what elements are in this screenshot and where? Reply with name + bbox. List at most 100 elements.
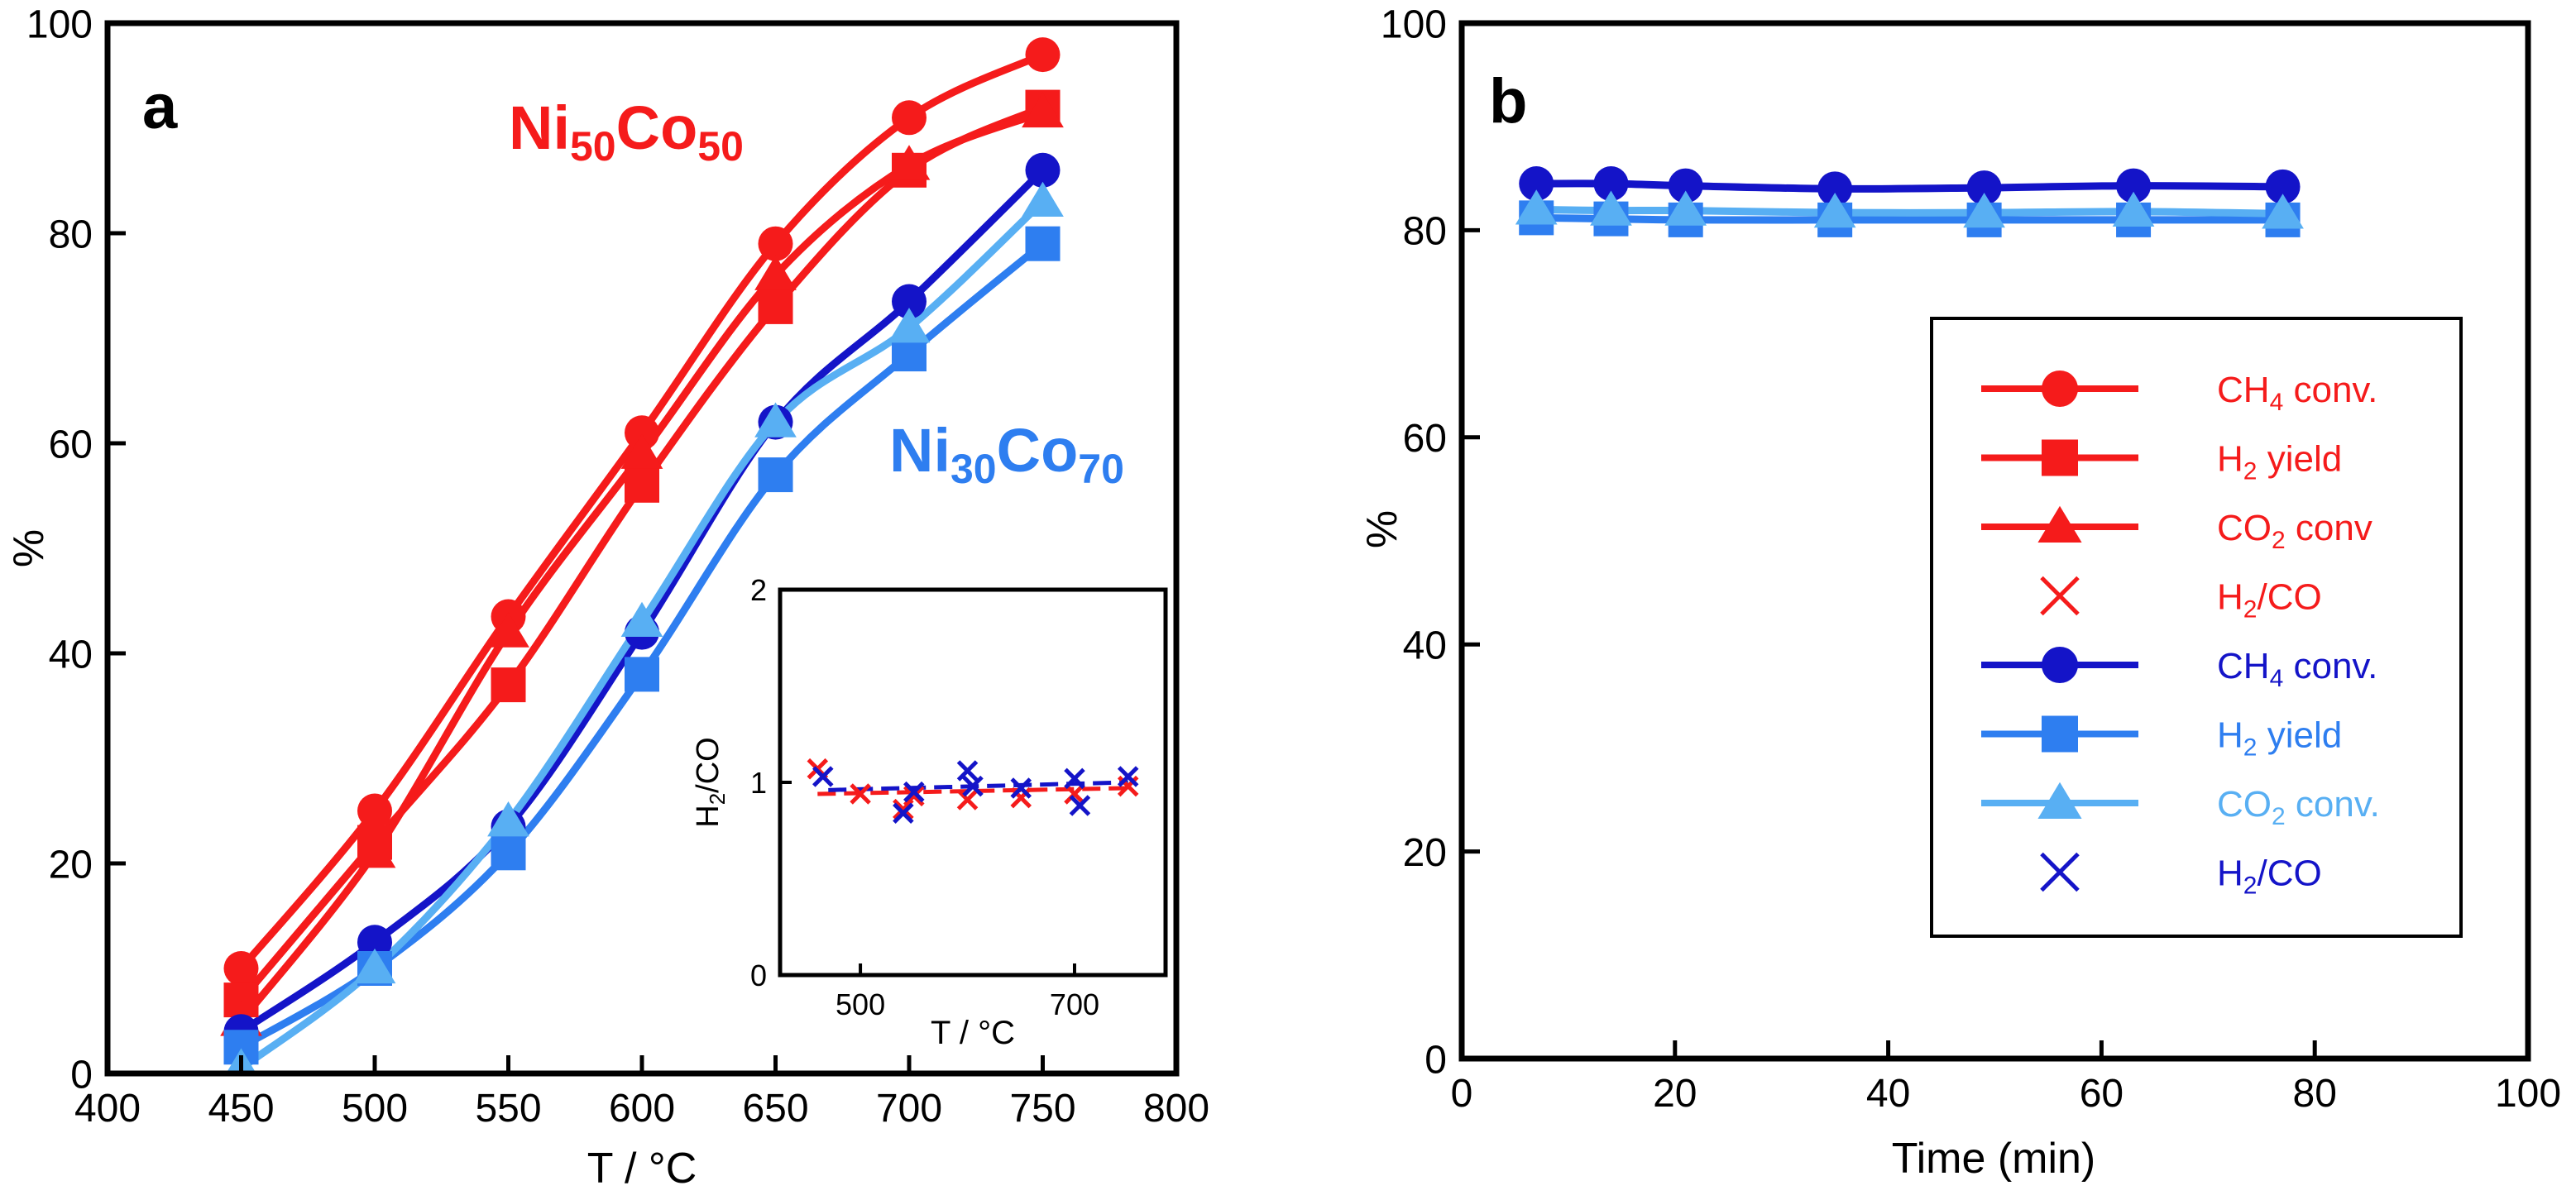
legend-label-sub: 4 [2270, 389, 2284, 416]
series-line [1536, 213, 2283, 224]
panel-b-ytick-label: 40 [1403, 624, 1447, 667]
panel-a-ytick-label: 100 [26, 2, 93, 46]
panel-a-xtick-label: 550 [475, 1087, 541, 1131]
inset-data-point [1064, 767, 1085, 790]
panel-a-xtick-label: 700 [876, 1087, 942, 1131]
inset-data-point [893, 802, 914, 825]
panel-a-xtick-label: 450 [208, 1087, 274, 1131]
data-point [892, 284, 926, 319]
legend-label-rest: conv. [2283, 370, 2377, 410]
legend-label: H2 yield [2217, 439, 2342, 485]
panel-b-ytick-label: 80 [1403, 210, 1447, 254]
data-point [625, 467, 659, 503]
data-point [1025, 152, 1061, 188]
legend-label-rest: conv. [2283, 646, 2377, 686]
legend-label-sub: 2 [2272, 527, 2286, 554]
inset-data-point [962, 775, 984, 797]
data-point [1817, 171, 1853, 207]
legend-label-sub: 2 [2243, 734, 2258, 762]
inset-ytick-label: 2 [750, 573, 767, 607]
data-point [1813, 192, 1856, 228]
panel-a-xlabel: T / °C [587, 1145, 697, 1193]
legend-label-main: CH [2217, 646, 2270, 686]
legend-label-sub: 2 [2272, 803, 2286, 830]
inset-chart: 500 700 0 1 2 T / °C H2/CO [691, 573, 1168, 1051]
panel-a: 400 450 500 550 600 650 700 750 800020406080100 … [5, 2, 1209, 1193]
panel-a-xtick-label: 600 [609, 1087, 675, 1131]
legend-marker [2037, 505, 2082, 543]
legend-marker [2040, 576, 2080, 616]
legend-label-sub: 2 [2243, 596, 2258, 624]
panel-a-xtick-label: 400 [74, 1087, 141, 1131]
data-point [888, 308, 931, 343]
data-point [754, 402, 797, 437]
panel-b-xtick-label: 80 [2293, 1072, 2337, 1116]
legend-label-sub: 2 [2243, 458, 2258, 485]
legend-marker [2042, 439, 2078, 476]
data-point [2116, 168, 2152, 203]
legend-label-rest: yield [2257, 439, 2342, 480]
legend-label-main: CO [2217, 508, 2272, 548]
inset-data-point [1117, 766, 1139, 787]
legend-label: H2/CO [2217, 853, 2322, 900]
panel-b-ytick-label: 0 [1424, 1038, 1447, 1082]
data-point [1963, 192, 2005, 228]
inset-xtick-label: 700 [1050, 987, 1099, 1021]
series-line [1536, 179, 2283, 193]
annotation-ni50co50: Ni50Co50 [509, 93, 744, 170]
data-point [1966, 170, 2002, 206]
legend-label-main: CO [2217, 784, 2272, 825]
data-point [1022, 92, 1064, 128]
panel-a-xtick-label: 750 [1009, 1087, 1075, 1131]
panel-a-ytick-label: 60 [49, 423, 93, 466]
data-point [2112, 191, 2155, 227]
data-point [625, 657, 659, 692]
data-point [353, 833, 396, 868]
panel-a-series-group [220, 37, 1064, 1073]
panel-a-label: a [142, 72, 178, 142]
panel-a-xtick-label: 800 [1143, 1087, 1209, 1131]
panel-b-xtick-label: 20 [1653, 1072, 1697, 1116]
data-point [2262, 194, 2304, 229]
data-point [1025, 37, 1061, 73]
data-point [758, 289, 793, 324]
legend-label-rest: conv. [2286, 784, 2380, 825]
panel-a-ytick-label: 20 [49, 843, 93, 887]
data-point [758, 226, 793, 261]
data-point [487, 801, 529, 837]
legend-label-main: H [2217, 577, 2243, 618]
legend-label: H2/CO [2217, 577, 2322, 624]
panel-a-ylabel: % [5, 529, 53, 567]
data-point [353, 948, 396, 984]
inset-data-point [1010, 777, 1032, 799]
legend-label-main: H [2217, 715, 2243, 756]
panel-b-xtick-label: 100 [2495, 1072, 2561, 1116]
data-point [758, 457, 793, 493]
panel-a-xtick-label: 650 [742, 1087, 808, 1131]
data-point [888, 145, 931, 180]
panel-b-ticks: 0 20 40 60 80 100 0 20 40 60 80 100 [1381, 2, 2561, 1116]
inset-data-point [1064, 783, 1085, 805]
inset-data-point [1069, 795, 1091, 816]
data-point [1668, 168, 1703, 203]
inset-plot-area [807, 758, 1139, 825]
legend-label-main: CH [2217, 370, 2270, 410]
legend-marker [2037, 782, 2082, 819]
inset-data-point [812, 766, 834, 787]
inset-ticks: 500 700 0 1 2 [750, 573, 1099, 1021]
data-point [357, 793, 392, 829]
legend-entry: H2/CO [2040, 576, 2322, 624]
data-point [1515, 189, 1558, 225]
data-point [1664, 190, 1707, 226]
data-point [2265, 169, 2301, 204]
data-point [1519, 166, 1554, 202]
legend-label: CH4 conv. [2217, 370, 2377, 416]
legend-label: CO2 conv [2217, 508, 2373, 554]
legend-label-sub: 4 [2270, 665, 2284, 692]
legend-label-main: H [2217, 853, 2243, 894]
data-point [892, 100, 926, 136]
panel-b-ytick-label: 100 [1381, 2, 1447, 46]
data-point [223, 951, 259, 986]
